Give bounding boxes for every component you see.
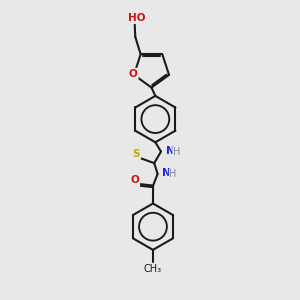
Text: H: H xyxy=(169,169,177,179)
Text: N: N xyxy=(162,168,171,178)
Text: O: O xyxy=(130,175,139,185)
Text: H: H xyxy=(173,146,180,157)
Text: CH₃: CH₃ xyxy=(144,264,162,274)
Text: O: O xyxy=(129,69,138,79)
Text: S: S xyxy=(133,148,140,159)
Text: N: N xyxy=(166,146,174,156)
Text: HO: HO xyxy=(128,13,146,23)
